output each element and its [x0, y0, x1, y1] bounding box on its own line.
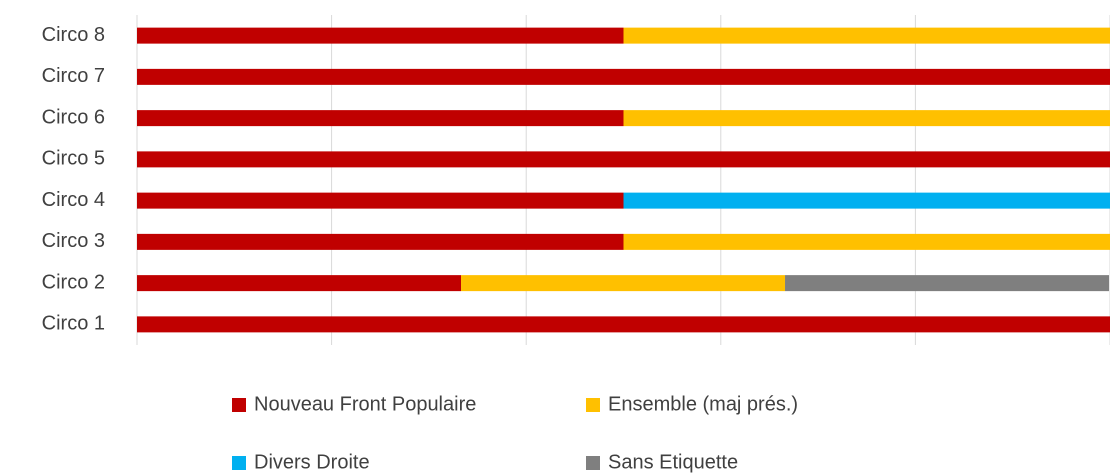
y-tick-label: Circo 8 [42, 24, 105, 46]
legend-swatch [232, 398, 246, 412]
y-tick-label: Circo 2 [42, 271, 105, 293]
legend-swatch [586, 456, 600, 470]
legend-swatch [586, 398, 600, 412]
y-tick-label: Circo 6 [42, 106, 105, 128]
bar-segment [623, 110, 1110, 127]
bar-segment [137, 275, 462, 292]
bar-segment [623, 233, 1110, 250]
bar-segment [785, 275, 1110, 292]
bar-segment [461, 275, 786, 292]
bar-segment [623, 192, 1110, 209]
y-tick-label: Circo 5 [42, 148, 105, 170]
bar-segment [137, 68, 1110, 85]
y-tick-label: Circo 3 [42, 230, 105, 252]
bar-segment [623, 27, 1110, 44]
bar-segment [137, 151, 1110, 168]
legend-label: Nouveau Front Populaire [254, 393, 476, 415]
bar-segment [137, 192, 624, 209]
y-tick-label: Circo 7 [42, 65, 105, 87]
legend-label: Ensemble (maj prés.) [608, 393, 798, 415]
bar-segment [137, 110, 624, 127]
legend-label: Sans Etiquette [608, 451, 738, 473]
y-tick-label: Circo 4 [42, 189, 105, 211]
bar-segment [137, 27, 624, 44]
legend-swatch [232, 456, 246, 470]
y-tick-label: Circo 1 [42, 313, 105, 335]
legend-label: Divers Droite [254, 451, 370, 473]
bar-segment [137, 316, 1110, 333]
bar-segment [137, 233, 624, 250]
